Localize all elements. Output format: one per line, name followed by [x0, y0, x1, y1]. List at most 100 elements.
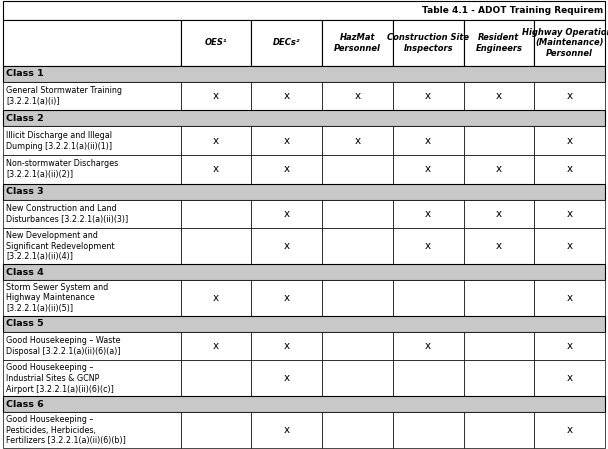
Text: x: x — [496, 91, 502, 101]
Bar — [534, 361, 605, 396]
Bar — [534, 200, 605, 228]
Bar — [3, 361, 181, 396]
Text: Class 3: Class 3 — [6, 187, 44, 196]
Bar — [251, 126, 322, 155]
Text: x: x — [284, 164, 290, 174]
Text: x: x — [284, 374, 290, 383]
Text: Class 2: Class 2 — [6, 114, 44, 123]
Bar — [463, 200, 534, 228]
Text: x: x — [425, 136, 431, 145]
Text: x: x — [284, 209, 290, 219]
Text: x: x — [354, 136, 361, 145]
Bar — [181, 155, 251, 184]
Text: x: x — [284, 241, 290, 251]
Bar — [322, 280, 393, 316]
Text: General Stormwater Training
[3.2.2.1(a)(i)]: General Stormwater Training [3.2.2.1(a)(… — [6, 86, 122, 106]
Text: x: x — [496, 164, 502, 174]
Bar — [181, 126, 251, 155]
Bar — [181, 200, 251, 228]
Text: Storm Sewer System and
Highway Maintenance
[3.2.2.1(a)(ii)(5)]: Storm Sewer System and Highway Maintenan… — [6, 283, 108, 313]
Text: OES¹: OES¹ — [205, 39, 227, 48]
Text: Good Housekeeping –
Industrial Sites & GCNP
Airport [3.2.2.1(a)(ii)(6)(c)]: Good Housekeeping – Industrial Sites & G… — [6, 363, 114, 394]
Text: Class 5: Class 5 — [6, 319, 44, 328]
Text: x: x — [213, 164, 219, 174]
Bar — [322, 412, 393, 448]
Bar — [251, 361, 322, 396]
Bar — [463, 155, 534, 184]
Text: HazMat
Personnel: HazMat Personnel — [334, 33, 381, 53]
Text: x: x — [213, 91, 219, 101]
Text: x: x — [284, 91, 290, 101]
Text: x: x — [496, 241, 502, 251]
Bar — [181, 280, 251, 316]
Bar — [463, 361, 534, 396]
Bar — [181, 20, 251, 66]
Text: x: x — [425, 241, 431, 251]
Text: x: x — [425, 164, 431, 174]
Text: Construction Site
Inspectors: Construction Site Inspectors — [387, 33, 469, 53]
Bar — [3, 332, 181, 361]
Bar — [251, 228, 322, 264]
Text: x: x — [284, 341, 290, 351]
Bar — [251, 412, 322, 448]
Bar — [3, 396, 605, 412]
Text: x: x — [213, 136, 219, 145]
Bar — [534, 332, 605, 361]
Bar — [3, 316, 605, 332]
Bar — [463, 412, 534, 448]
Bar — [3, 264, 605, 280]
Bar — [3, 126, 181, 155]
Bar — [534, 228, 605, 264]
Text: x: x — [567, 241, 573, 251]
Bar — [322, 228, 393, 264]
Bar — [393, 20, 463, 66]
Bar — [251, 82, 322, 110]
Text: x: x — [567, 341, 573, 351]
Text: Illicit Discharge and Illegal
Dumping [3.2.2.1(a)(ii)(1)]: Illicit Discharge and Illegal Dumping [3… — [6, 131, 112, 150]
Bar — [463, 332, 534, 361]
Bar — [393, 412, 463, 448]
Bar — [322, 20, 393, 66]
Bar — [3, 20, 181, 66]
Text: x: x — [284, 136, 290, 145]
Bar — [463, 228, 534, 264]
Text: Good Housekeeping – Waste
Disposal [3.2.2.1(a)(ii)(6)(a)]: Good Housekeeping – Waste Disposal [3.2.… — [6, 336, 121, 356]
Text: x: x — [496, 209, 502, 219]
Text: x: x — [284, 293, 290, 303]
Bar — [393, 280, 463, 316]
Bar — [463, 126, 534, 155]
Bar — [251, 200, 322, 228]
Bar — [463, 82, 534, 110]
Bar — [393, 82, 463, 110]
Bar — [534, 155, 605, 184]
Bar — [534, 412, 605, 448]
Bar — [181, 332, 251, 361]
Bar — [463, 280, 534, 316]
Text: x: x — [213, 293, 219, 303]
Bar — [251, 332, 322, 361]
Bar — [534, 126, 605, 155]
Bar — [3, 82, 181, 110]
Bar — [3, 66, 605, 82]
Bar — [393, 126, 463, 155]
Bar — [322, 126, 393, 155]
Text: x: x — [425, 341, 431, 351]
Text: x: x — [425, 91, 431, 101]
Text: Resident
Engineers: Resident Engineers — [475, 33, 522, 53]
Text: Class 1: Class 1 — [6, 69, 44, 78]
Text: Good Housekeeping –
Pesticides, Herbicides,
Fertilizers [3.2.2.1(a)(ii)(6)(b)]: Good Housekeeping – Pesticides, Herbicid… — [6, 415, 126, 445]
Bar — [181, 228, 251, 264]
Bar — [251, 280, 322, 316]
Bar — [393, 228, 463, 264]
Bar — [3, 184, 605, 200]
Text: x: x — [567, 374, 573, 383]
Bar — [393, 200, 463, 228]
Bar — [3, 228, 181, 264]
Bar — [181, 82, 251, 110]
Text: x: x — [567, 293, 573, 303]
Text: DECs²: DECs² — [273, 39, 300, 48]
Text: Class 6: Class 6 — [6, 400, 44, 409]
Bar — [181, 412, 251, 448]
Text: x: x — [284, 425, 290, 435]
Text: New Development and
Significant Redevelopment
[3.2.2.1(a)(ii)(4)]: New Development and Significant Redevelo… — [6, 231, 114, 261]
